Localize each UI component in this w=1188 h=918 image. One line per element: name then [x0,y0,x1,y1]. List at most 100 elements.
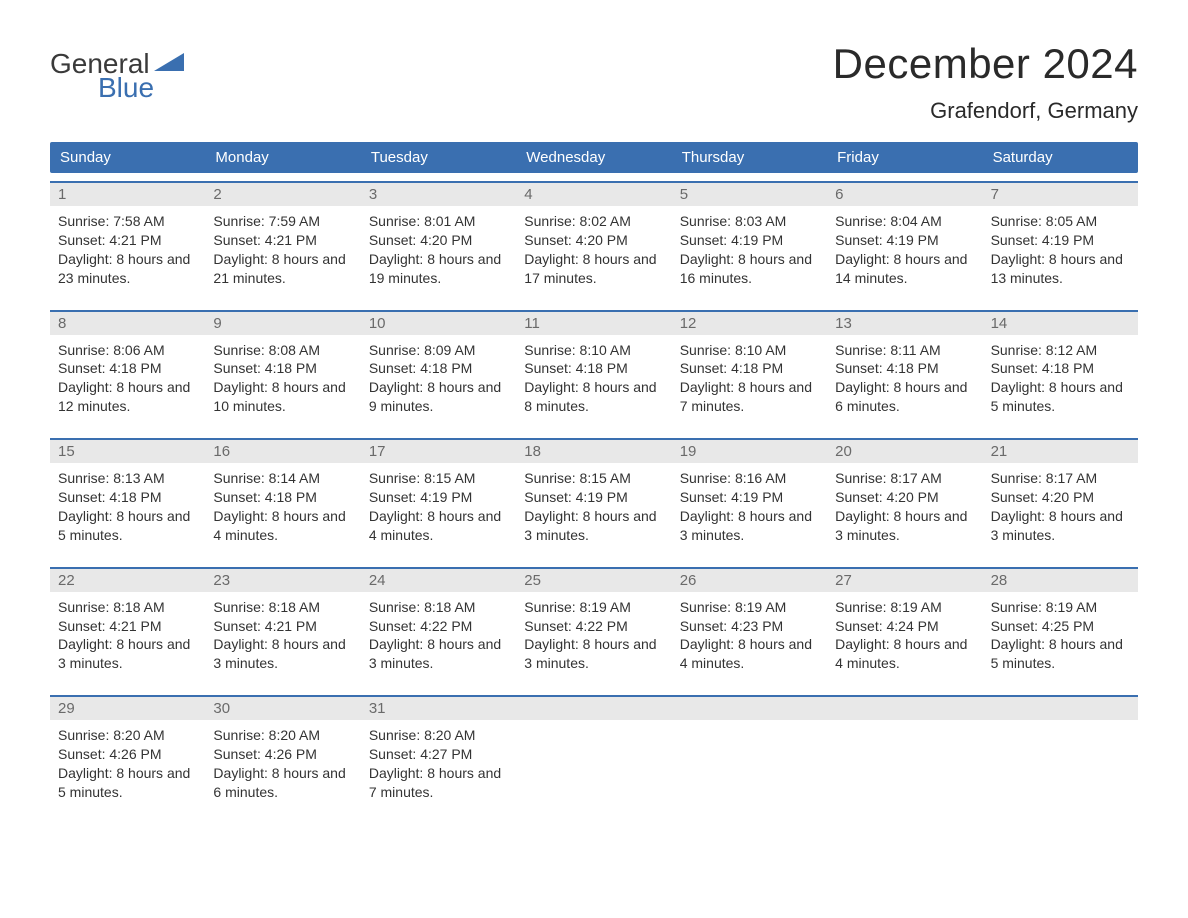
brand-logo: General Blue [50,40,184,102]
sunset-line: Sunset: 4:18 PM [369,359,508,378]
calendar-day: 30Sunrise: 8:20 AMSunset: 4:26 PMDayligh… [205,697,360,816]
day-number: 29 [50,697,205,720]
sunset-line: Sunset: 4:20 PM [369,231,508,250]
day-details: Sunrise: 8:19 AMSunset: 4:22 PMDaylight:… [516,592,671,674]
sunset-line: Sunset: 4:18 PM [835,359,974,378]
calendar-day: 26Sunrise: 8:19 AMSunset: 4:23 PMDayligh… [672,569,827,688]
day-number: 23 [205,569,360,592]
sunset-line: Sunset: 4:18 PM [58,488,197,507]
sunrise-line: Sunrise: 8:12 AM [991,341,1130,360]
sunrise-line: Sunrise: 8:11 AM [835,341,974,360]
day-number: 26 [672,569,827,592]
day-details: Sunrise: 8:19 AMSunset: 4:25 PMDaylight:… [983,592,1138,674]
day-number: 18 [516,440,671,463]
calendar-day: 28Sunrise: 8:19 AMSunset: 4:25 PMDayligh… [983,569,1138,688]
day-details: Sunrise: 8:05 AMSunset: 4:19 PMDaylight:… [983,206,1138,288]
sunrise-line: Sunrise: 8:15 AM [524,469,663,488]
sunset-line: Sunset: 4:26 PM [213,745,352,764]
daylight-line: Daylight: 8 hours and 10 minutes. [213,378,352,416]
sunset-line: Sunset: 4:20 PM [524,231,663,250]
day-details: Sunrise: 8:02 AMSunset: 4:20 PMDaylight:… [516,206,671,288]
daylight-line: Daylight: 8 hours and 7 minutes. [369,764,508,802]
sunset-line: Sunset: 4:18 PM [524,359,663,378]
sunrise-line: Sunrise: 8:08 AM [213,341,352,360]
calendar-day: 23Sunrise: 8:18 AMSunset: 4:21 PMDayligh… [205,569,360,688]
day-details: Sunrise: 8:15 AMSunset: 4:19 PMDaylight:… [361,463,516,545]
day-number: 30 [205,697,360,720]
day-details: Sunrise: 8:15 AMSunset: 4:19 PMDaylight:… [516,463,671,545]
day-details: Sunrise: 8:16 AMSunset: 4:19 PMDaylight:… [672,463,827,545]
calendar-day: 31Sunrise: 8:20 AMSunset: 4:27 PMDayligh… [361,697,516,816]
month-title: December 2024 [833,40,1138,88]
calendar-week: 15Sunrise: 8:13 AMSunset: 4:18 PMDayligh… [50,438,1138,559]
day-number: 10 [361,312,516,335]
daylight-line: Daylight: 8 hours and 19 minutes. [369,250,508,288]
sunset-line: Sunset: 4:18 PM [213,359,352,378]
sunset-line: Sunset: 4:19 PM [680,488,819,507]
weekday-header: Monday [205,142,360,173]
day-number: 2 [205,183,360,206]
day-number: 25 [516,569,671,592]
weekday-header: Wednesday [516,142,671,173]
daylight-line: Daylight: 8 hours and 5 minutes. [991,378,1130,416]
calendar-day: 12Sunrise: 8:10 AMSunset: 4:18 PMDayligh… [672,312,827,431]
day-number: 6 [827,183,982,206]
calendar-day: 2Sunrise: 7:59 AMSunset: 4:21 PMDaylight… [205,183,360,302]
calendar-day: 5Sunrise: 8:03 AMSunset: 4:19 PMDaylight… [672,183,827,302]
sunset-line: Sunset: 4:18 PM [680,359,819,378]
daylight-line: Daylight: 8 hours and 3 minutes. [213,635,352,673]
sunset-line: Sunset: 4:19 PM [369,488,508,507]
day-details: Sunrise: 7:58 AMSunset: 4:21 PMDaylight:… [50,206,205,288]
day-number: 12 [672,312,827,335]
day-number: 11 [516,312,671,335]
sunset-line: Sunset: 4:20 PM [991,488,1130,507]
day-number: 16 [205,440,360,463]
calendar-day: 15Sunrise: 8:13 AMSunset: 4:18 PMDayligh… [50,440,205,559]
day-number: 24 [361,569,516,592]
day-number: 19 [672,440,827,463]
calendar-week: 29Sunrise: 8:20 AMSunset: 4:26 PMDayligh… [50,695,1138,816]
day-number: 15 [50,440,205,463]
sunrise-line: Sunrise: 8:15 AM [369,469,508,488]
daylight-line: Daylight: 8 hours and 3 minutes. [524,507,663,545]
sunrise-line: Sunrise: 8:19 AM [524,598,663,617]
weekday-header: Saturday [983,142,1138,173]
sunrise-line: Sunrise: 8:18 AM [369,598,508,617]
sunrise-line: Sunrise: 8:06 AM [58,341,197,360]
daylight-line: Daylight: 8 hours and 16 minutes. [680,250,819,288]
weekday-header: Thursday [672,142,827,173]
day-details: Sunrise: 8:19 AMSunset: 4:23 PMDaylight:… [672,592,827,674]
calendar-day [516,697,671,816]
sunset-line: Sunset: 4:19 PM [524,488,663,507]
daylight-line: Daylight: 8 hours and 4 minutes. [213,507,352,545]
calendar-day: 24Sunrise: 8:18 AMSunset: 4:22 PMDayligh… [361,569,516,688]
title-block: December 2024 Grafendorf, Germany [833,40,1138,124]
sunset-line: Sunset: 4:24 PM [835,617,974,636]
sunrise-line: Sunrise: 8:19 AM [680,598,819,617]
daylight-line: Daylight: 8 hours and 4 minutes. [680,635,819,673]
sunrise-line: Sunrise: 8:09 AM [369,341,508,360]
day-number [983,697,1138,720]
day-number: 9 [205,312,360,335]
calendar-week: 1Sunrise: 7:58 AMSunset: 4:21 PMDaylight… [50,181,1138,302]
weekday-header: Friday [827,142,982,173]
day-number: 20 [827,440,982,463]
daylight-line: Daylight: 8 hours and 5 minutes. [58,507,197,545]
day-details: Sunrise: 8:18 AMSunset: 4:22 PMDaylight:… [361,592,516,674]
sunset-line: Sunset: 4:21 PM [58,617,197,636]
day-number: 31 [361,697,516,720]
day-number [516,697,671,720]
calendar-day: 13Sunrise: 8:11 AMSunset: 4:18 PMDayligh… [827,312,982,431]
sunrise-line: Sunrise: 7:59 AM [213,212,352,231]
sunset-line: Sunset: 4:18 PM [213,488,352,507]
calendar-day: 22Sunrise: 8:18 AMSunset: 4:21 PMDayligh… [50,569,205,688]
calendar-day: 7Sunrise: 8:05 AMSunset: 4:19 PMDaylight… [983,183,1138,302]
sunset-line: Sunset: 4:21 PM [213,231,352,250]
weekday-header: Sunday [50,142,205,173]
daylight-line: Daylight: 8 hours and 7 minutes. [680,378,819,416]
calendar-day: 14Sunrise: 8:12 AMSunset: 4:18 PMDayligh… [983,312,1138,431]
day-details: Sunrise: 8:17 AMSunset: 4:20 PMDaylight:… [983,463,1138,545]
sunset-line: Sunset: 4:26 PM [58,745,197,764]
calendar-week: 22Sunrise: 8:18 AMSunset: 4:21 PMDayligh… [50,567,1138,688]
calendar-day: 17Sunrise: 8:15 AMSunset: 4:19 PMDayligh… [361,440,516,559]
